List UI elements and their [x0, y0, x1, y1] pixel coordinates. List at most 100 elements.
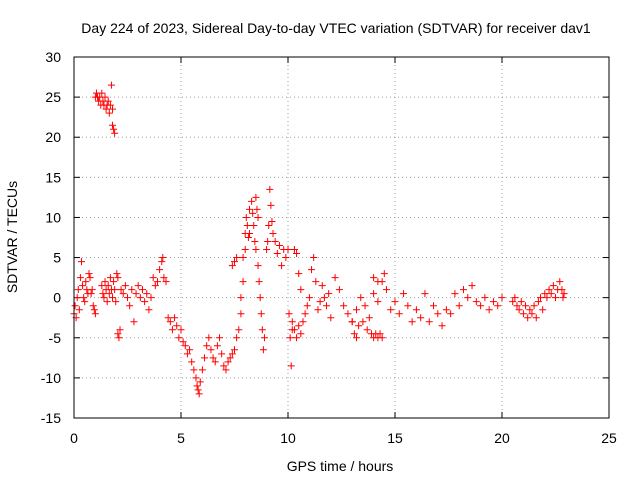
- data-point: [293, 250, 301, 258]
- data-point: [417, 314, 425, 322]
- data-point: [106, 274, 114, 282]
- data-point: [100, 294, 108, 302]
- data-point: [545, 286, 553, 294]
- data-point: [438, 322, 446, 330]
- data-point: [245, 229, 253, 237]
- data-point: [323, 302, 331, 310]
- x-tick-label: 5: [177, 430, 185, 446]
- data-point: [408, 318, 416, 326]
- data-point: [327, 314, 335, 322]
- data-point: [558, 286, 566, 294]
- data-point: [147, 294, 155, 302]
- data-point: [348, 318, 356, 326]
- data-point: [526, 306, 534, 314]
- data-point: [256, 294, 264, 302]
- data-point: [104, 282, 112, 290]
- data-point: [380, 270, 388, 278]
- data-point: [82, 278, 90, 286]
- data-point: [297, 330, 305, 338]
- data-point: [102, 105, 110, 113]
- data-point: [400, 290, 408, 298]
- data-point: [532, 314, 540, 322]
- data-point: [252, 246, 260, 254]
- data-point: [250, 221, 258, 229]
- data-point: [472, 298, 480, 306]
- data-point: [192, 374, 200, 382]
- data-point: [159, 254, 167, 262]
- data-point: [244, 234, 252, 241]
- data-point: [252, 193, 260, 201]
- data-point: [305, 294, 313, 302]
- data-point: [211, 358, 219, 366]
- data-point: [263, 246, 271, 254]
- y-tick-label: 0: [53, 290, 61, 306]
- data-point: [434, 310, 442, 318]
- data-point: [233, 334, 241, 342]
- data-point: [320, 294, 328, 302]
- data-point: [109, 105, 117, 113]
- data-point: [173, 322, 181, 330]
- data-point: [177, 326, 185, 334]
- data-point: [447, 310, 455, 318]
- data-point: [242, 213, 250, 221]
- chart-title: Day 224 of 2023, Sidereal Day-to-day VTE…: [81, 20, 591, 36]
- data-point: [442, 306, 450, 314]
- data-point: [498, 294, 506, 302]
- data-point: [90, 306, 98, 314]
- data-point: [524, 314, 532, 322]
- data-point: [534, 298, 542, 306]
- data-point: [86, 274, 94, 282]
- y-tick-label: -10: [41, 370, 61, 386]
- data-point: [85, 270, 93, 278]
- data-point: [325, 290, 333, 298]
- data-point: [530, 302, 538, 310]
- data-point: [267, 201, 275, 209]
- data-point: [378, 334, 386, 342]
- data-point: [183, 350, 191, 358]
- data-point: [166, 318, 174, 326]
- y-tick-label: -15: [41, 410, 61, 426]
- data-point: [259, 346, 267, 354]
- data-point: [175, 334, 183, 342]
- data-point: [156, 266, 164, 274]
- data-point: [99, 290, 107, 298]
- data-point: [80, 294, 88, 302]
- data-point: [201, 354, 209, 362]
- data-point: [179, 338, 187, 346]
- data-point: [370, 274, 378, 282]
- data-point: [81, 298, 89, 306]
- y-tick-label: 5: [53, 250, 61, 266]
- data-point: [370, 290, 378, 298]
- data-point: [287, 362, 295, 370]
- data-point: [391, 298, 399, 306]
- data-point: [258, 326, 266, 334]
- data-point: [149, 274, 157, 282]
- y-tick-label: 30: [45, 49, 61, 65]
- data-point: [293, 334, 301, 342]
- data-point: [110, 278, 118, 286]
- data-point: [295, 270, 303, 278]
- y-tick-labels: -15 -10 -5 0 5 10 15 20 25 30: [41, 49, 61, 426]
- data-point: [344, 310, 352, 318]
- data-point: [278, 262, 286, 270]
- data-point: [489, 298, 497, 306]
- data-point: [245, 205, 253, 213]
- data-point: [126, 302, 134, 310]
- data-point: [235, 326, 243, 334]
- data-point: [77, 258, 85, 266]
- axis-ticks: [73, 56, 610, 419]
- data-point: [98, 89, 106, 97]
- data-point: [228, 350, 236, 358]
- data-point: [481, 294, 489, 302]
- data-point: [109, 121, 117, 129]
- data-point: [128, 286, 136, 294]
- data-point: [301, 310, 309, 318]
- data-point: [151, 282, 159, 290]
- data-point: [459, 286, 467, 294]
- data-point: [314, 306, 322, 314]
- data-point: [115, 334, 123, 342]
- data-point: [119, 290, 127, 298]
- data-point: [220, 362, 228, 370]
- data-point: [145, 306, 153, 314]
